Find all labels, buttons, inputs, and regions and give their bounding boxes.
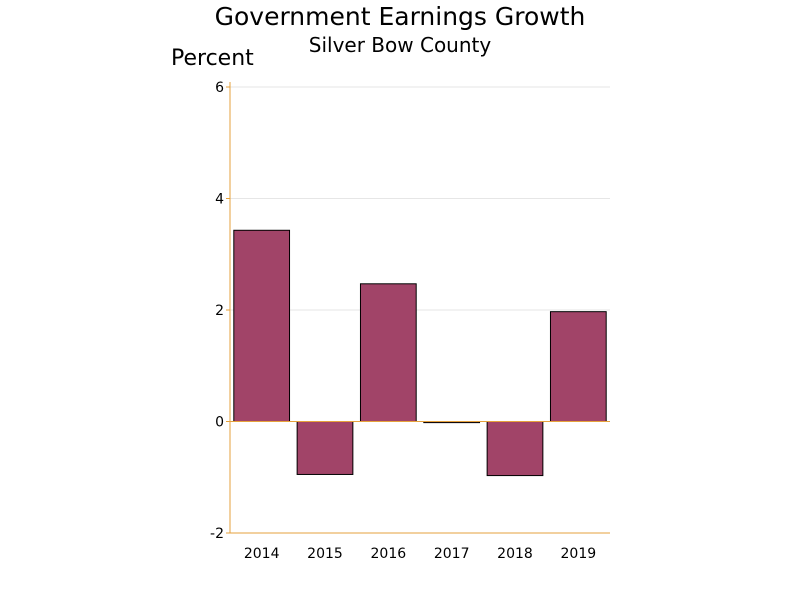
bar-2016 [359, 283, 417, 422]
y-tick-label: 0 [215, 415, 224, 431]
x-tick-label: 2018 [497, 546, 533, 562]
bar-2015 [296, 421, 354, 475]
bar-2018 [486, 421, 544, 477]
y-tick-label: 2 [215, 303, 224, 319]
y-axis-label: Percent [171, 46, 254, 71]
x-tick-label: 2016 [371, 546, 407, 562]
x-tick-label: 2015 [307, 546, 343, 562]
bar-2019 [549, 311, 607, 422]
bar-2014 [233, 229, 291, 422]
chart-title: Government Earnings Growth [214, 2, 586, 31]
y-tick-label: 6 [215, 80, 224, 96]
bars [233, 229, 607, 477]
axes [226, 82, 610, 534]
chart-subtitle: Silver Bow County [308, 33, 492, 57]
x-tick-label: 2014 [244, 546, 280, 562]
x-tick-label: 2019 [561, 546, 597, 562]
gridlines [230, 86, 610, 311]
y-tick-label: 4 [215, 192, 224, 208]
x-tick-label: 2017 [434, 546, 470, 562]
y-tick-label: -2 [210, 526, 224, 542]
tick-labels: -2 0 2 4 6 2014 2015 2016 2017 2018 2019 [210, 80, 596, 562]
